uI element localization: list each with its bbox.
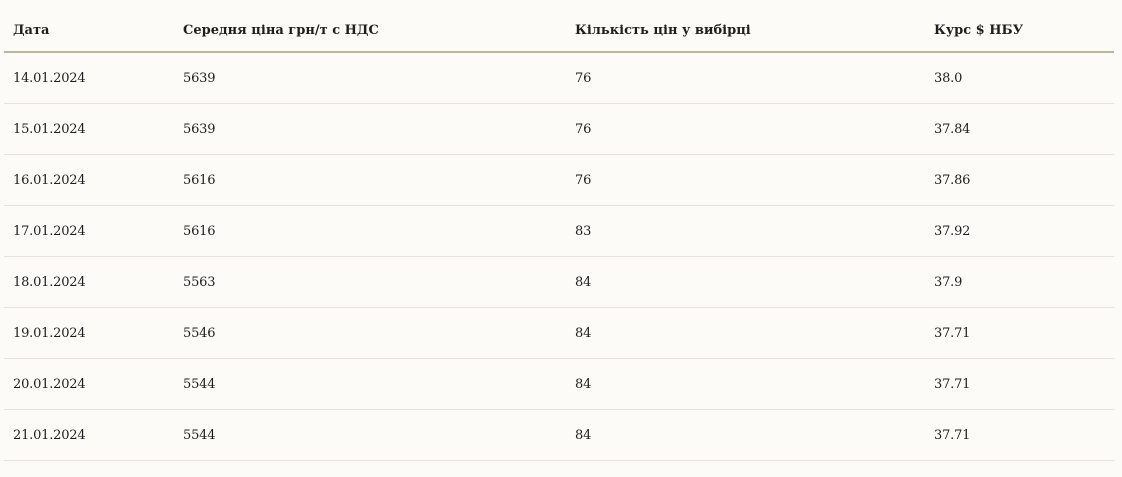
table-cell: 76 [566,103,925,155]
table-cell: 38.0 [925,52,1114,104]
table-cell: 5616 [174,205,566,257]
table-cell: 5639 [174,52,566,104]
table-cell: 21.01.2024 [4,409,174,461]
table-cell: 37.71 [925,358,1114,410]
table-row: 18.01.2024 5563 84 37.9 [4,256,1114,308]
table-cell: 17.01.2024 [4,205,174,257]
header-cell: Дата [4,10,174,53]
table-body: 14.01.2024 5639 76 38.0 15.01.2024 5639 76 37.8… [4,52,1114,461]
table-cell: 15.01.2024 [4,103,174,155]
table-row: 19.01.2024 5546 84 37.71 [4,307,1114,359]
table-cell: 37.92 [925,205,1114,257]
table-cell: 5544 [174,409,566,461]
table-row: 20.01.2024 5544 84 37.71 [4,358,1114,410]
table-cell: 83 [566,205,925,257]
table-cell: 5616 [174,154,566,206]
table-cell: 5563 [174,256,566,308]
table-row: 21.01.2024 5544 84 37.71 [4,409,1114,461]
table-row: 17.01.2024 5616 83 37.92 [4,205,1114,257]
table-cell: 37.71 [925,409,1114,461]
table-cell: 20.01.2024 [4,358,174,410]
table-cell: 76 [566,52,925,104]
header-cell: Кількість цін у вибірці [566,10,925,53]
table-cell: 76 [566,154,925,206]
header-cell: Середня ціна грн/т с НДС [174,10,566,53]
table-cell: 84 [566,307,925,359]
table-cell: 16.01.2024 [4,154,174,206]
table-cell: 37.9 [925,256,1114,308]
table-cell: 18.01.2024 [4,256,174,308]
table-cell: 84 [566,256,925,308]
table-cell: 19.01.2024 [4,307,174,359]
table-cell: 84 [566,358,925,410]
table-cell: 5639 [174,103,566,155]
table-cell: 84 [566,409,925,461]
table-row: 16.01.2024 5616 76 37.86 [4,154,1114,206]
header-cell: Курс $ НБУ [925,10,1114,53]
table-cell: 5546 [174,307,566,359]
table-row: 15.01.2024 5639 76 37.84 [4,103,1114,155]
table-head: Дата Середня ціна грн/т с НДС Кількість ці… [4,10,1114,53]
header-row: Дата Середня ціна грн/т с НДС Кількість ці… [4,10,1114,53]
table-cell: 14.01.2024 [4,52,174,104]
table-cell: 37.71 [925,307,1114,359]
table-row: 14.01.2024 5639 76 38.0 [4,52,1114,104]
price-table: Дата Середня ціна грн/т с НДС Кількість ці… [4,10,1114,461]
table-cell: 37.84 [925,103,1114,155]
table-cell: 5544 [174,358,566,410]
table-cell: 37.86 [925,154,1114,206]
